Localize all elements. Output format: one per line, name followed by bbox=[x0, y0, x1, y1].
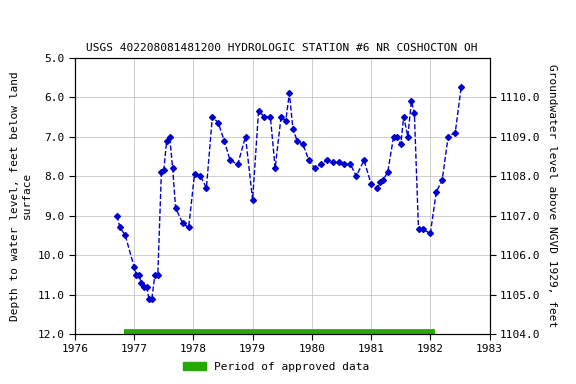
Y-axis label: Groundwater level above NGVD 1929, feet: Groundwater level above NGVD 1929, feet bbox=[547, 64, 557, 328]
Legend: Period of approved data: Period of approved data bbox=[179, 358, 374, 377]
Y-axis label: Depth to water level, feet below land
surface: Depth to water level, feet below land su… bbox=[10, 71, 32, 321]
Title: USGS 402208081481200 HYDROLOGIC STATION #6 NR COSHOCTON OH: USGS 402208081481200 HYDROLOGIC STATION … bbox=[86, 43, 478, 53]
